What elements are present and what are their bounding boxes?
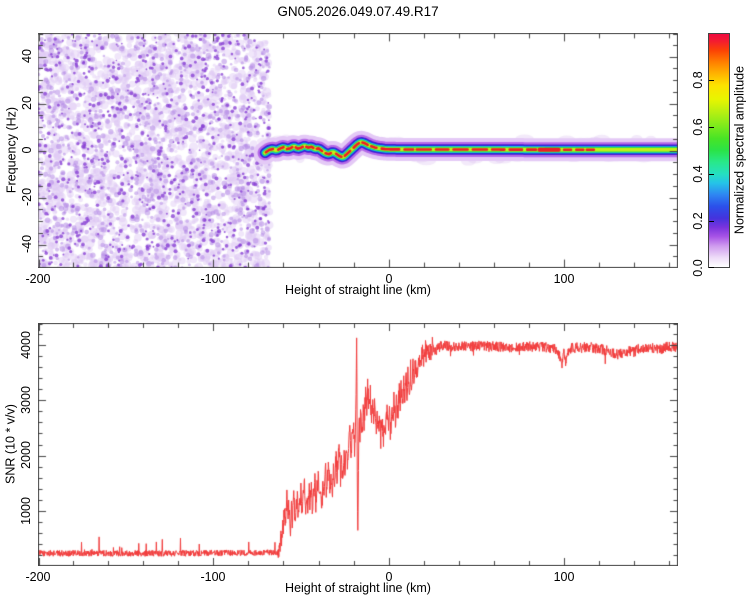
snr-tick-1000: 1000 — [19, 497, 33, 525]
freq-tick-20: 20 — [20, 96, 34, 110]
freq-tick-0: 0 — [20, 146, 34, 154]
bot-xtick-neg200: -200 — [25, 570, 51, 584]
chart-title: GN05.2026.049.07.49.R17 — [277, 4, 439, 19]
colorbar-tick-mark — [709, 80, 714, 81]
height-axis-label-bottom: Height of straight line (km) — [285, 581, 431, 595]
colorbar-tick-mark — [709, 127, 714, 128]
bot-xtick-neg100: -100 — [200, 570, 226, 584]
colorbar-gradient — [708, 33, 730, 268]
colorbar-axis-label: Normalized spectral amplitude — [732, 65, 747, 235]
top-xtick-100: 100 — [553, 272, 575, 286]
freq-tick-neg20: -20 — [20, 187, 34, 207]
cbar-tick-0.2: 0.2 — [691, 212, 705, 230]
snr-tick-4000: 4000 — [19, 331, 33, 359]
cbar-tick-0.0: 0.0 — [691, 259, 705, 277]
spectrogram-canvas — [38, 33, 678, 268]
top-xtick-neg100: -100 — [200, 272, 226, 286]
cbar-tick-0.4: 0.4 — [691, 165, 705, 183]
colorbar-tick-mark — [709, 174, 714, 175]
bot-xtick-100: 100 — [553, 570, 575, 584]
top-xtick-neg200: -200 — [25, 272, 51, 286]
colorbar-tick-mark — [709, 267, 714, 268]
bot-xtick-0: 0 — [385, 570, 393, 584]
height-axis-label-top: Height of straight line (km) — [285, 283, 431, 297]
freq-tick-40: 40 — [20, 49, 34, 63]
snr-axis-label: SNR (10 * v/v) — [3, 404, 18, 484]
frequency-axis-label: Frequency (Hz) — [4, 106, 19, 194]
snr-tick-2000: 2000 — [19, 441, 33, 469]
freq-tick-neg40: -40 — [20, 234, 34, 254]
snr-canvas — [38, 323, 678, 566]
colorbar-tick-mark — [709, 221, 714, 222]
snr-tick-3000: 3000 — [19, 386, 33, 414]
cbar-tick-0.6: 0.6 — [691, 118, 705, 136]
cbar-tick-0.8: 0.8 — [691, 71, 705, 89]
top-xtick-0: 0 — [385, 272, 393, 286]
